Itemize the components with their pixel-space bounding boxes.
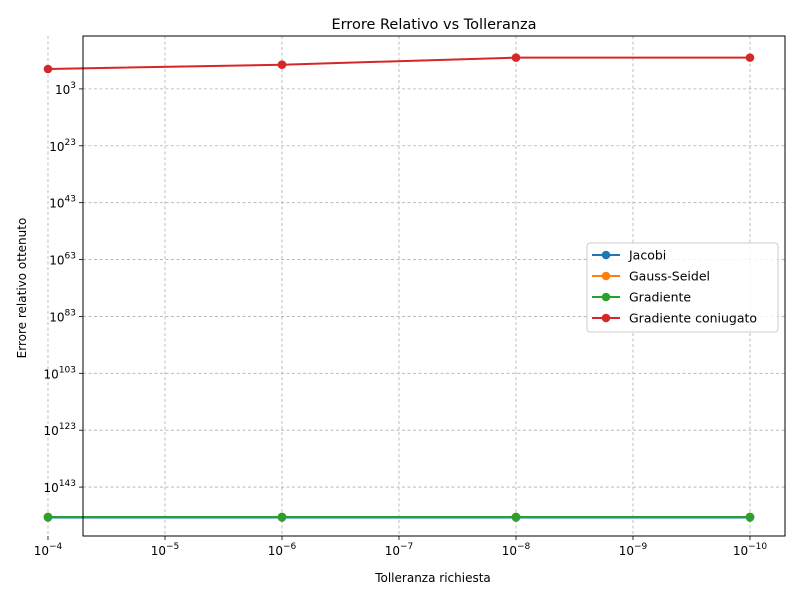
legend-label: Gradiente coniugato bbox=[629, 311, 757, 326]
legend-swatch-marker bbox=[601, 271, 611, 281]
legend: Jacobi Gauss-Seidel Gradiente Gradiente con… bbox=[586, 242, 779, 333]
data-point bbox=[511, 53, 521, 62]
y-ticks: 103 1023 1043 1063 1083 10103 10123 10143 bbox=[44, 81, 83, 495]
legend-swatch-marker bbox=[601, 313, 611, 323]
data-point bbox=[511, 512, 521, 522]
data-point bbox=[277, 60, 287, 70]
y-tick-label: 10123 bbox=[44, 422, 76, 438]
legend-label: Gradiente bbox=[629, 290, 691, 305]
data-point bbox=[277, 512, 287, 522]
y-tick-label: 1083 bbox=[49, 308, 76, 324]
y-tick-label: 10143 bbox=[44, 479, 76, 495]
x-tick-label: 10−9 bbox=[619, 542, 648, 558]
y-tick-label: 1023 bbox=[49, 138, 76, 154]
x-ticks: 10−4 10−5 10−6 10−7 10−8 10−9 10−10 bbox=[34, 536, 768, 558]
legend-swatch-marker bbox=[601, 250, 611, 260]
data-point bbox=[745, 53, 755, 62]
x-tick-label: 10−7 bbox=[385, 542, 414, 558]
legend-label: Gauss-Seidel bbox=[629, 269, 710, 284]
y-tick-label: 1043 bbox=[49, 195, 76, 211]
series-line-3 bbox=[47, 56, 750, 70]
x-tick-label: 10−8 bbox=[502, 542, 531, 558]
x-tick-label: 10−4 bbox=[34, 542, 63, 558]
y-tick-label: 10103 bbox=[44, 365, 76, 381]
legend-label: Jacobi bbox=[628, 248, 666, 263]
x-tick-label: 10−6 bbox=[268, 542, 297, 558]
series-layer bbox=[43, 53, 755, 522]
chart-title: Errore Relativo vs Tolleranza bbox=[331, 17, 536, 33]
y-tick-label: 1063 bbox=[49, 252, 76, 268]
y-axis-label: Errore relativo ottenuto bbox=[15, 218, 29, 359]
data-point bbox=[745, 512, 755, 522]
legend-box bbox=[586, 242, 779, 333]
x-tick-label: 10−5 bbox=[151, 542, 180, 558]
data-point bbox=[43, 512, 53, 522]
legend-swatch-marker bbox=[601, 292, 611, 302]
x-axis-label: Tolleranza richiesta bbox=[374, 571, 491, 585]
plot-frame bbox=[82, 35, 786, 537]
data-point bbox=[43, 64, 53, 74]
x-tick-label: 10−10 bbox=[733, 542, 768, 558]
y-tick-label: 103 bbox=[55, 81, 76, 97]
